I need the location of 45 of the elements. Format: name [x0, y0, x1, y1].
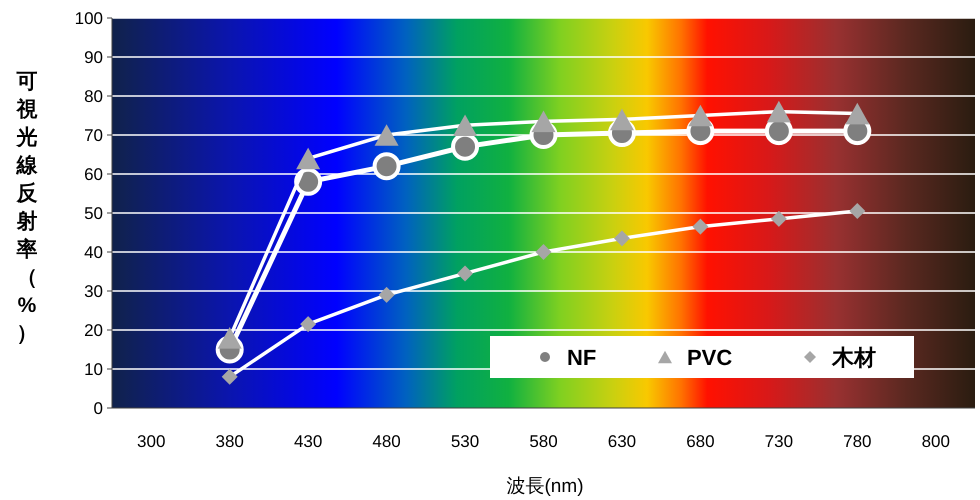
- x-tick-label: 780: [843, 432, 872, 451]
- x-tick-label: 680: [686, 432, 715, 451]
- y-tick-label: 100: [74, 9, 103, 28]
- y-tick-label: 80: [84, 87, 103, 106]
- y-tick-label: 0: [94, 399, 103, 418]
- x-tick-label: 430: [294, 432, 322, 451]
- y-tick-label: 50: [84, 204, 103, 223]
- text: 可視光線反射率（%）: [16, 70, 38, 345]
- point: [532, 110, 556, 132]
- y-tick-label: 20: [84, 321, 103, 340]
- x-tick-label: 800: [922, 432, 950, 451]
- point: [845, 102, 870, 124]
- point: [536, 244, 552, 260]
- y-tick-label: 40: [84, 243, 103, 262]
- point: [692, 218, 708, 235]
- y-tick-label: 30: [84, 282, 103, 301]
- point: [453, 114, 478, 136]
- point: [374, 124, 399, 146]
- point: [378, 286, 395, 303]
- legend-label: 木材: [831, 345, 876, 370]
- x-tick-label: 730: [764, 432, 794, 451]
- point: [296, 148, 320, 170]
- y-tick-label: 70: [84, 126, 103, 145]
- y-tick-label: 90: [84, 48, 103, 67]
- y-tick-label: 10: [84, 360, 103, 379]
- legend-label: NF: [567, 345, 596, 370]
- point: [372, 152, 401, 180]
- point: [849, 203, 866, 220]
- x-axis-title: 波長(nm): [506, 476, 584, 497]
- point: [766, 100, 791, 122]
- point: [457, 265, 474, 282]
- x-tick-label: 630: [608, 432, 636, 451]
- x-tick-label: 480: [372, 432, 401, 451]
- y-tick-label: 60: [84, 165, 103, 184]
- x-tick-label: 530: [450, 432, 480, 451]
- point: [610, 108, 634, 130]
- point: [300, 316, 316, 332]
- point: [770, 210, 787, 227]
- legend-label: PVC: [687, 345, 732, 370]
- point: [688, 104, 712, 126]
- x-tick-label: 300: [137, 432, 166, 451]
- point: [614, 230, 630, 246]
- x-tick-label: 380: [215, 432, 244, 451]
- x-tick-label: 580: [529, 432, 558, 451]
- point: [222, 368, 238, 385]
